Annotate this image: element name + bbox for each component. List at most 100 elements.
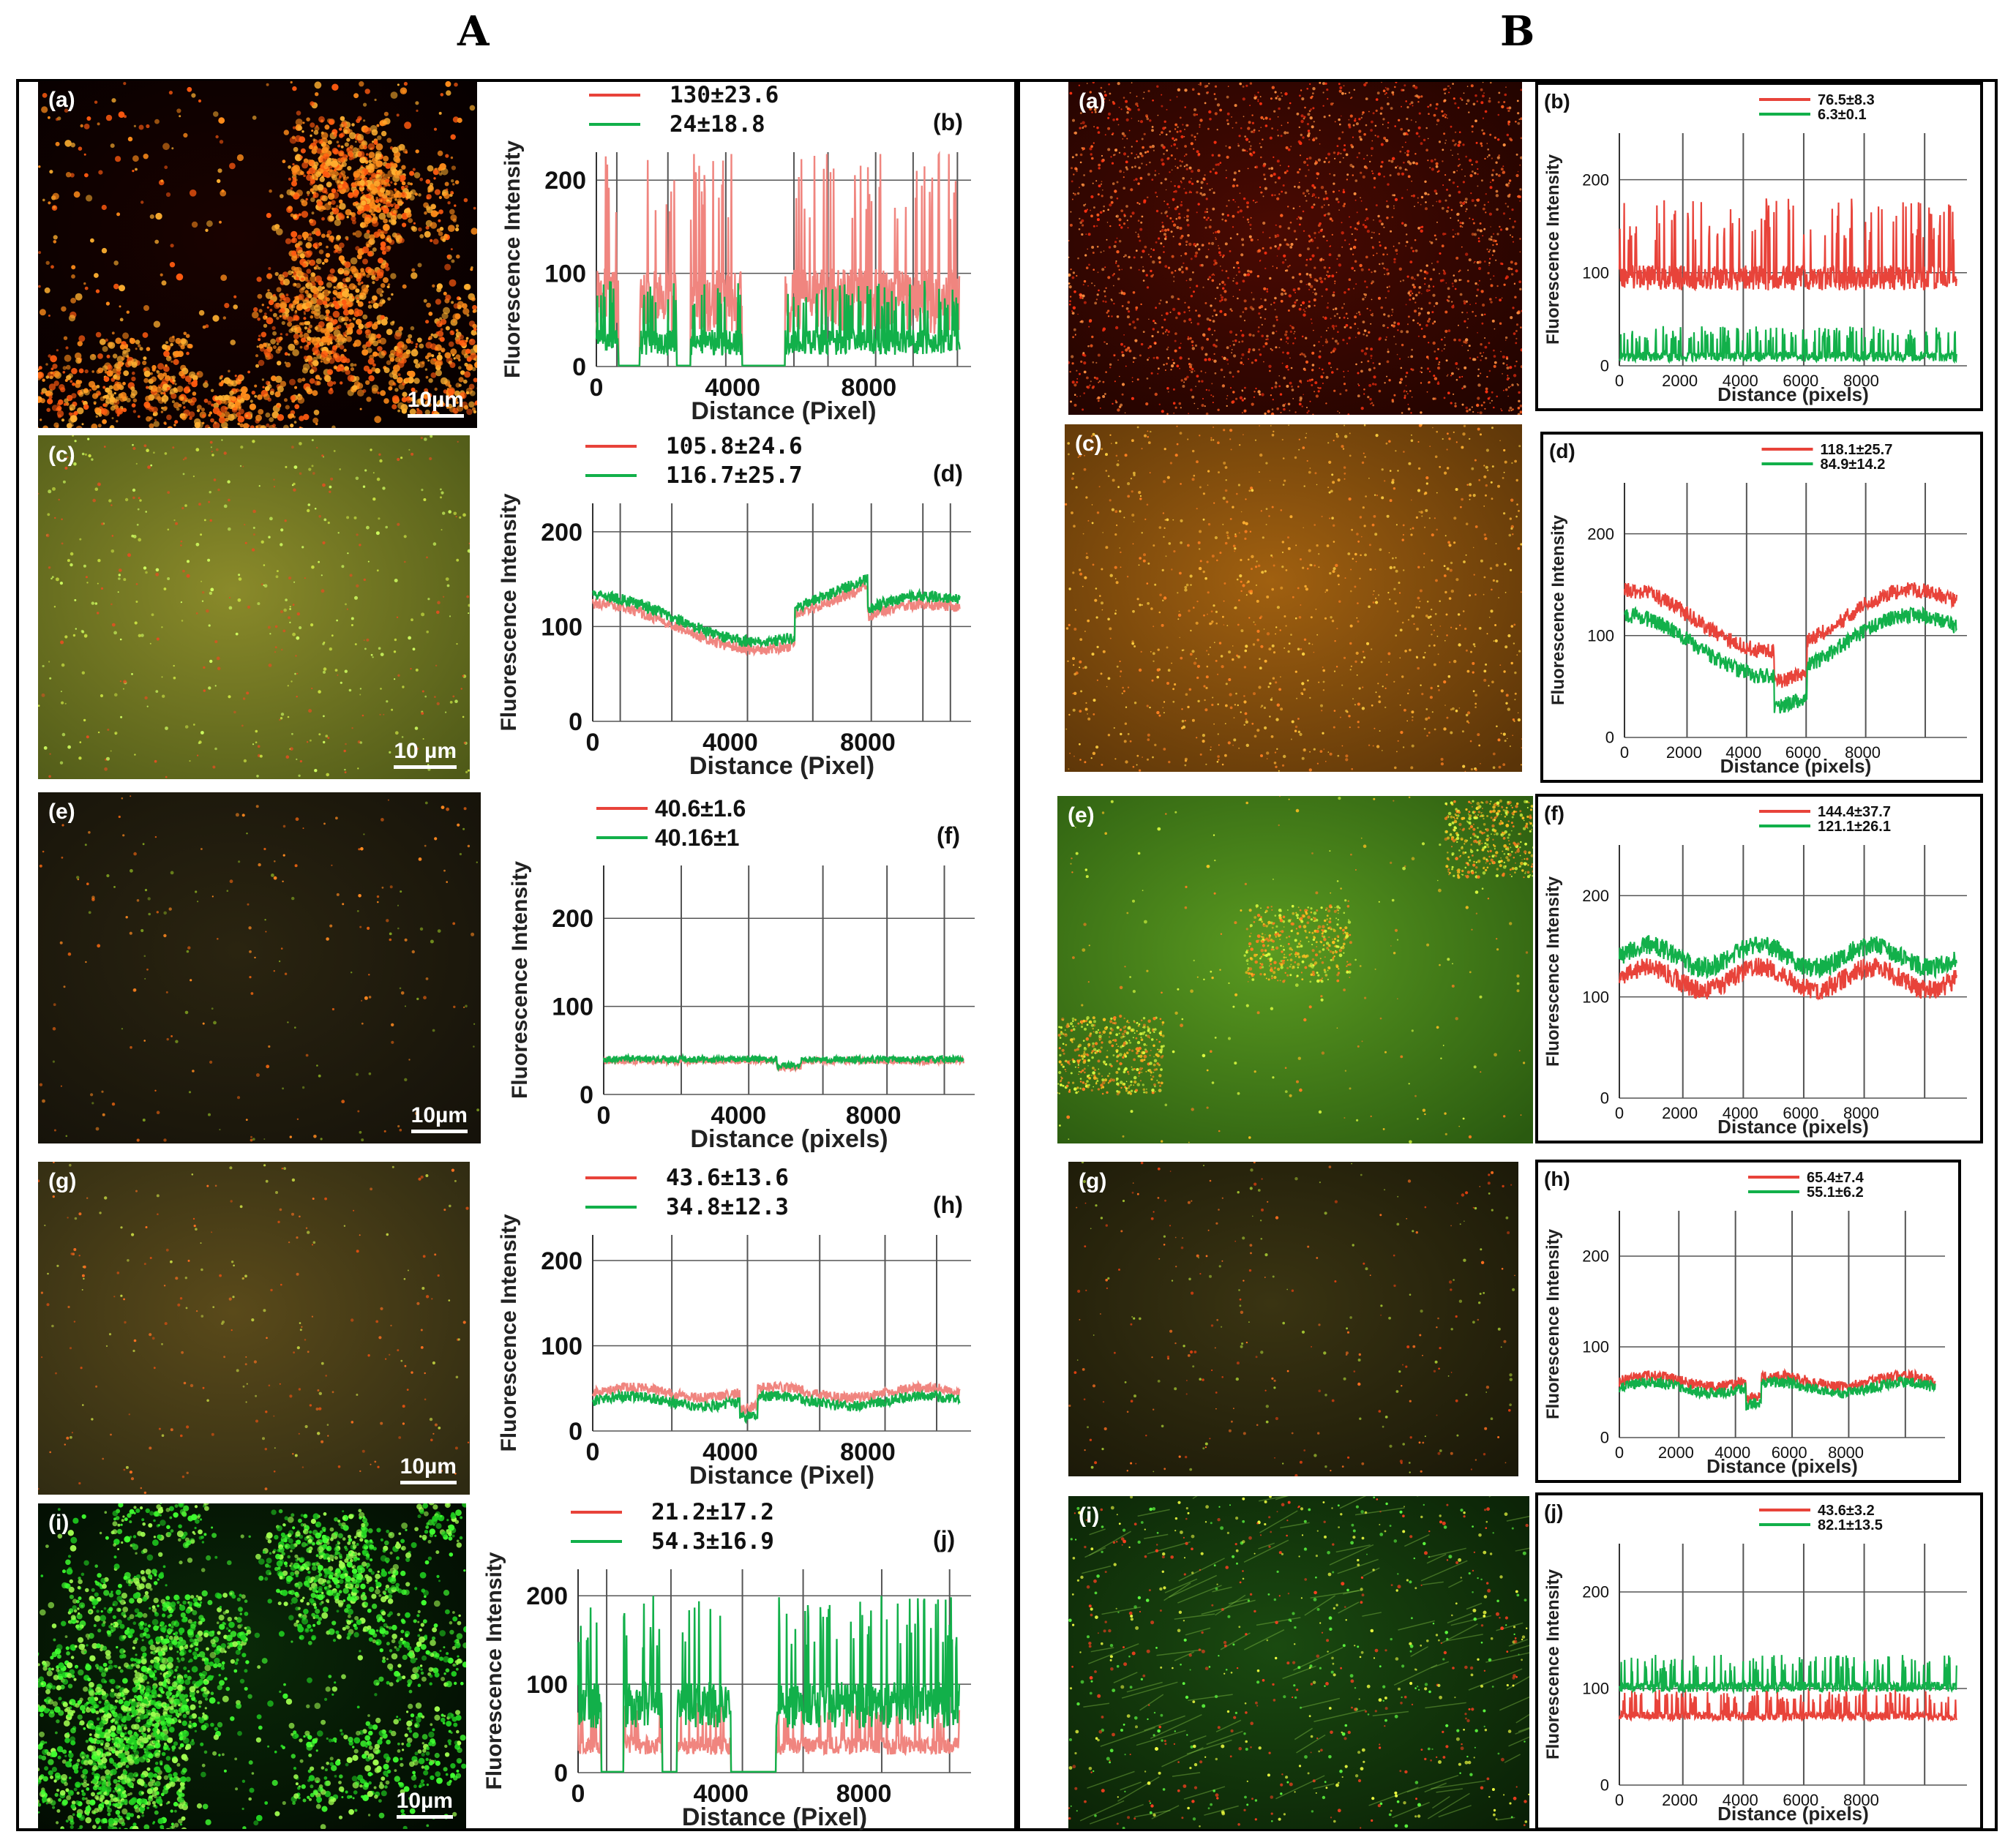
x-axis-label: Distance (Pixel)	[689, 752, 874, 780]
legend-label-red: 43.6±3.2	[1818, 1503, 1875, 1519]
stat-label: 24±18.8	[670, 111, 765, 138]
y-tick-label: 200	[1582, 887, 1609, 905]
scale-bar: 10 µm	[394, 739, 457, 769]
y-tick-label: 100	[1587, 627, 1614, 645]
y-tick-label: 100	[1582, 1680, 1609, 1698]
x-tick-label: 0	[571, 1780, 585, 1808]
y-tick-label: 0	[1600, 357, 1609, 375]
y-tick-label: 200	[1582, 1583, 1609, 1601]
series-red-line	[1623, 582, 1958, 688]
x-axis-label: Distance (pixels)	[1717, 383, 1869, 405]
y-tick-label: 200	[541, 519, 582, 546]
scale-bar: 10µm	[400, 1454, 457, 1484]
micrograph-texture	[1057, 796, 1533, 1143]
x-tick-label: 6000	[1772, 1443, 1807, 1462]
micrograph-b-a: (a)	[1068, 82, 1522, 415]
y-tick-label: 200	[526, 1582, 568, 1610]
panel-label: (i)	[1079, 1503, 1100, 1528]
panel-label: (h)	[933, 1192, 963, 1218]
y-tick-label: 200	[1587, 525, 1614, 543]
panel-label: (h)	[1544, 1168, 1570, 1190]
x-tick-label: 2000	[1658, 1443, 1694, 1462]
legend-label-green: 6.3±0.1	[1818, 107, 1867, 123]
panel-label: (f)	[937, 822, 960, 849]
series-red-line	[591, 1379, 961, 1416]
micrograph-b-g: (g)	[1068, 1162, 1518, 1476]
y-tick-label: 100	[552, 994, 593, 1021]
x-tick-label: 2000	[1662, 372, 1698, 390]
x-tick-label: 2000	[1662, 1104, 1698, 1122]
scale-bar-label: 10µm	[411, 1103, 468, 1127]
legend-label-red: 40.6±1.6	[655, 795, 746, 822]
series-green-line	[591, 1389, 961, 1424]
frame-column-b	[1017, 79, 1998, 1831]
stat-label: 21.2±17.2	[651, 1499, 774, 1525]
x-tick-label: 8000	[1828, 1443, 1864, 1462]
legend-label-green: 84.9±14.2	[1821, 457, 1886, 473]
y-tick-label: 0	[569, 708, 582, 736]
legend-label-red: 76.5±8.3	[1818, 92, 1875, 108]
y-axis-label: Fluorescence Intensity	[1543, 1569, 1563, 1759]
x-tick-label: 6000	[1783, 372, 1818, 390]
y-tick-label: 0	[572, 353, 586, 381]
chart-border	[1540, 432, 1983, 783]
legend-label-green: 121.1±26.1	[1818, 819, 1891, 835]
panel-label: (e)	[1068, 803, 1095, 827]
scale-bar-label: 10µm	[407, 388, 464, 412]
x-axis-label: Distance (pixels)	[690, 1125, 888, 1153]
panel-label: (c)	[48, 443, 75, 467]
x-tick-label: 0	[586, 729, 600, 756]
panel-label: (a)	[48, 88, 75, 112]
chart-b-h: 0 100 200 0 2000 4000 6000 8000 Distance (pixels…	[1535, 1160, 1961, 1483]
micrograph-texture	[38, 435, 470, 779]
x-tick-label: 0	[1620, 743, 1629, 762]
x-tick-label: 8000	[1843, 1104, 1879, 1122]
y-axis-label: Fluorescence Intensity	[1543, 1228, 1563, 1419]
y-tick-label: 200	[544, 167, 586, 195]
x-tick-label: 4000	[693, 1780, 749, 1808]
x-axis-label: Distance (Pixel)	[691, 397, 876, 425]
series-green-line	[1619, 326, 1957, 364]
y-tick-label: 100	[1582, 1338, 1609, 1356]
legend-label-green: 82.1±13.5	[1818, 1517, 1883, 1533]
scale-bar-label: 10µm	[396, 1789, 453, 1813]
y-axis-label: Fluorescence Intensity	[508, 861, 532, 1099]
x-axis-label: Distance (pixels)	[1706, 1455, 1858, 1477]
y-axis-label: Fluorescence Intensity	[1543, 154, 1563, 345]
x-tick-label: 4000	[1723, 1791, 1758, 1809]
x-tick-label: 8000	[840, 1438, 896, 1466]
legend-label-red: 144.4±37.7	[1818, 804, 1891, 820]
y-tick-label: 100	[526, 1671, 568, 1699]
micrograph-a-i: (i) 10µm	[38, 1503, 466, 1829]
x-tick-label: 6000	[1785, 743, 1821, 762]
x-tick-label: 8000	[1845, 743, 1881, 762]
stat-label: 130±23.6	[670, 82, 779, 108]
micrograph-texture	[1068, 82, 1522, 415]
x-axis-label: Distance (pixels)	[1720, 755, 1872, 777]
x-tick-label: 2000	[1666, 743, 1702, 762]
chart-a-f: 0 100 200 0 4000 8000 Distance (pixels) Fluores…	[498, 792, 995, 1154]
x-tick-label: 0	[597, 1102, 611, 1130]
x-tick-label: 8000	[842, 374, 897, 402]
series-green-line	[602, 1052, 964, 1073]
y-axis-label: Fluorescence Intensity	[497, 493, 521, 731]
x-tick-label: 2000	[1662, 1791, 1698, 1809]
column-label-b: B	[1500, 7, 1535, 56]
x-tick-label: 8000	[1843, 372, 1879, 390]
y-tick-label: 200	[1582, 1247, 1609, 1266]
y-tick-label: 100	[1582, 988, 1609, 1006]
x-tick-label: 0	[1615, 1104, 1624, 1122]
x-tick-label: 0	[586, 1438, 600, 1466]
x-tick-label: 4000	[702, 729, 758, 756]
stat-label: 43.6±13.6	[666, 1165, 789, 1191]
y-axis-label: Fluorescence Intensity	[1543, 876, 1563, 1067]
micrograph-texture	[38, 80, 477, 428]
frame-column-a	[16, 79, 1017, 1831]
legend-label-green: 40.16±1	[655, 825, 739, 851]
series-green-line	[1618, 1375, 1936, 1411]
y-tick-label: 100	[541, 613, 582, 641]
chart-b-d: 0 100 200 0 2000 4000 6000 8000 Distance (pixels…	[1540, 432, 1983, 783]
panel-label: (d)	[933, 460, 963, 487]
